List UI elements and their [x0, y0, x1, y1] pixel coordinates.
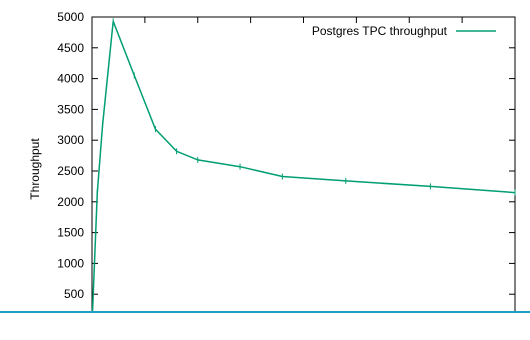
- plot-frame: [91, 16, 516, 326]
- legend: Postgres TPC throughput: [312, 24, 496, 38]
- legend-label: Postgres TPC throughput: [312, 24, 448, 38]
- y-tick-label: 2000: [57, 195, 84, 209]
- series-line: [91, 21, 516, 326]
- y-tick-label: 1000: [57, 256, 84, 270]
- y-tick-label: 3500: [57, 102, 84, 116]
- y-tick-label: 4000: [57, 72, 84, 86]
- y-tick-label: 5000: [57, 10, 84, 24]
- plot-area: 0500100015002000250030003500400045005000…: [57, 10, 522, 338]
- y-tick-label: 2500: [57, 164, 84, 178]
- y-axis-label: Throughput: [28, 138, 42, 200]
- bottom-overlay-bar: [0, 311, 530, 340]
- y-tick-label: 500: [64, 287, 84, 301]
- y-tick-label: 4500: [57, 41, 84, 55]
- y-tick-label: 3000: [57, 133, 84, 147]
- y-tick-label: 1500: [57, 226, 84, 240]
